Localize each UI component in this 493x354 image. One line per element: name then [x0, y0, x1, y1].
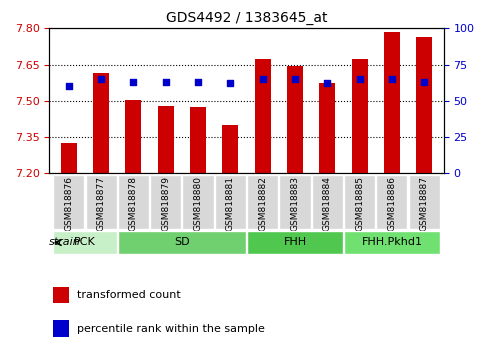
Bar: [287, 66, 303, 173]
FancyBboxPatch shape: [409, 175, 440, 229]
FancyBboxPatch shape: [182, 175, 213, 229]
FancyBboxPatch shape: [344, 232, 440, 253]
Bar: [416, 37, 432, 173]
FancyBboxPatch shape: [215, 175, 246, 229]
Point: [194, 79, 202, 85]
Point: [291, 76, 299, 82]
Text: PCK: PCK: [74, 238, 96, 247]
Bar: [158, 106, 174, 173]
FancyBboxPatch shape: [247, 175, 278, 229]
FancyBboxPatch shape: [53, 175, 84, 229]
Text: GSM818886: GSM818886: [387, 176, 396, 231]
Point: [65, 84, 72, 89]
Text: FHH.Pkhd1: FHH.Pkhd1: [361, 238, 423, 247]
Bar: [53, 287, 69, 303]
Point: [356, 76, 364, 82]
Bar: [222, 125, 239, 173]
Bar: [352, 58, 368, 173]
Text: GSM818880: GSM818880: [194, 176, 203, 231]
Text: SD: SD: [174, 238, 190, 247]
Text: GSM818877: GSM818877: [97, 176, 106, 231]
Text: strain: strain: [49, 238, 81, 247]
Point: [97, 76, 105, 82]
Text: GSM818884: GSM818884: [323, 176, 332, 231]
Point: [388, 76, 396, 82]
Bar: [93, 73, 109, 173]
Text: GSM818876: GSM818876: [64, 176, 73, 231]
Bar: [254, 58, 271, 173]
FancyBboxPatch shape: [312, 175, 343, 229]
Bar: [190, 107, 206, 173]
Text: transformed count: transformed count: [77, 290, 180, 300]
Text: GSM818879: GSM818879: [161, 176, 170, 231]
FancyBboxPatch shape: [85, 175, 116, 229]
Point: [226, 81, 234, 86]
Bar: [61, 143, 77, 173]
Text: GSM818878: GSM818878: [129, 176, 138, 231]
Text: GSM818883: GSM818883: [290, 176, 299, 231]
Point: [259, 76, 267, 82]
Text: GSM818881: GSM818881: [226, 176, 235, 231]
Text: percentile rank within the sample: percentile rank within the sample: [77, 324, 265, 334]
FancyBboxPatch shape: [118, 175, 149, 229]
FancyBboxPatch shape: [247, 232, 343, 253]
Point: [162, 79, 170, 85]
FancyBboxPatch shape: [53, 232, 116, 253]
Text: GSM818885: GSM818885: [355, 176, 364, 231]
Point: [129, 79, 137, 85]
FancyBboxPatch shape: [280, 175, 311, 229]
FancyBboxPatch shape: [377, 175, 408, 229]
Point: [421, 79, 428, 85]
Bar: [384, 32, 400, 173]
Bar: [125, 100, 141, 173]
Title: GDS4492 / 1383645_at: GDS4492 / 1383645_at: [166, 11, 327, 24]
Text: GSM818882: GSM818882: [258, 176, 267, 231]
FancyBboxPatch shape: [150, 175, 181, 229]
Bar: [53, 320, 69, 337]
FancyBboxPatch shape: [118, 232, 246, 253]
FancyBboxPatch shape: [344, 175, 375, 229]
Bar: [319, 83, 335, 173]
Text: GSM818887: GSM818887: [420, 176, 429, 231]
Point: [323, 81, 331, 86]
Text: FHH: FHH: [283, 238, 307, 247]
